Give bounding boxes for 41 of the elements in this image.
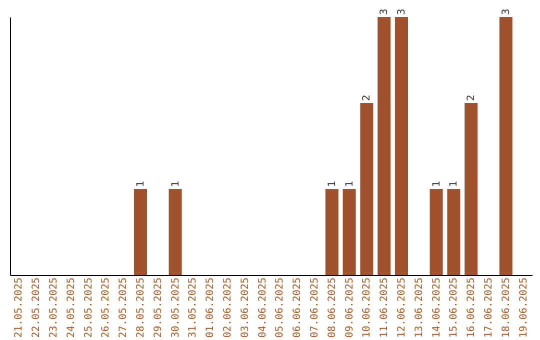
- x-tick-label: 19.06.2025: [518, 278, 530, 338]
- x-tick-label: 12.06.2025: [396, 278, 408, 338]
- x-tick-label: 18.06.2025: [500, 278, 512, 338]
- data-label: 1: [326, 180, 338, 187]
- x-tick-label: 28.05.2025: [136, 278, 146, 338]
- data-label: 3: [379, 8, 390, 15]
- data-label: 2: [362, 94, 373, 101]
- x-tick-label: 16.06.2025: [466, 278, 478, 338]
- x-tick-label: 10.06.2025: [362, 278, 373, 338]
- x-tick-label: 03.06.2025: [240, 278, 251, 338]
- data-label: 1: [448, 180, 460, 187]
- x-tick-label: 07.06.2025: [310, 278, 320, 338]
- x-tick-label: 06.06.2025: [292, 278, 304, 338]
- x-tick-label: 05.06.2025: [274, 278, 286, 338]
- x-tick-label: 21.05.2025: [14, 278, 25, 338]
- x-tick-label: 17.06.2025: [484, 278, 494, 338]
- x-tick-label: 27.05.2025: [118, 278, 130, 338]
- data-label: 1: [136, 180, 146, 187]
- x-tick-label: 23.05.2025: [48, 278, 60, 338]
- x-tick-label: 26.05.2025: [100, 278, 112, 338]
- x-tick-label: 04.06.2025: [257, 278, 268, 338]
- x-tick-label: 29.05.2025: [152, 278, 164, 338]
- x-tick-label: 14.06.2025: [431, 278, 442, 338]
- x-tick-label: 01.06.2025: [205, 278, 216, 338]
- x-tick-label: 15.06.2025: [448, 278, 460, 338]
- data-label: 2: [466, 94, 478, 101]
- x-tick-label: 31.05.2025: [188, 278, 199, 338]
- data-label: 1: [344, 180, 356, 187]
- data-label: 3: [500, 8, 512, 15]
- x-tick-label: 08.06.2025: [326, 278, 338, 338]
- data-label: 1: [431, 180, 442, 187]
- x-tick-label: 11.06.2025: [379, 278, 390, 338]
- x-tick-label: 02.06.2025: [222, 278, 234, 338]
- x-tick-label: 30.05.2025: [170, 278, 182, 338]
- data-label: 1: [170, 180, 182, 187]
- x-tick-label: 13.06.2025: [414, 278, 425, 338]
- x-tick-label: 09.06.2025: [344, 278, 356, 338]
- data-label: 3: [396, 8, 408, 15]
- x-tick-label: 24.05.2025: [66, 278, 77, 338]
- x-tick-label: 22.05.2025: [31, 278, 42, 338]
- x-tick-label: 25.05.2025: [83, 278, 94, 338]
